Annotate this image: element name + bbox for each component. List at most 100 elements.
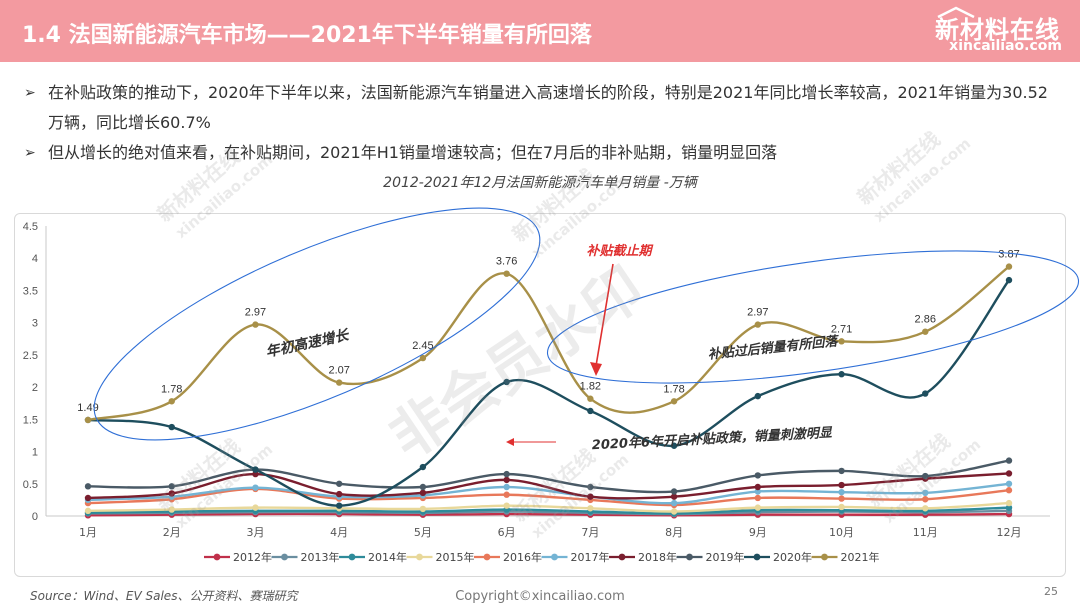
- data-label: 3.87: [998, 249, 1019, 261]
- y-tick-label: 2: [32, 382, 38, 394]
- x-tick-label: 8月: [665, 526, 683, 539]
- data-label: 2.86: [915, 314, 936, 326]
- legend-marker: [686, 553, 693, 561]
- series-point: [419, 354, 427, 362]
- legend-marker: [416, 553, 423, 561]
- legend-marker: [483, 553, 491, 561]
- legend-marker: [753, 553, 761, 561]
- series-point: [587, 483, 594, 491]
- slide-title: 1.4 法国新能源汽车市场——2021年下半年销量有所回落: [22, 23, 592, 48]
- data-label: 2.71: [831, 323, 852, 335]
- legend-label: 2018年: [638, 550, 677, 564]
- series-point: [503, 502, 510, 509]
- series-point: [922, 496, 929, 503]
- series-point: [1005, 487, 1013, 494]
- y-tick-label: 2.5: [23, 350, 38, 362]
- series-point: [587, 407, 594, 415]
- legend-label: 2020年: [773, 550, 812, 564]
- logo-cn-text: 新材料在线: [935, 16, 1060, 44]
- chart-title: 2012-2021年12月法国新能源汽车单月销量 -万辆: [383, 175, 697, 191]
- series-point: [838, 488, 845, 496]
- series-point: [670, 442, 678, 449]
- source-note: Source：Wind、EV Sales、公开资料、赛瑞研究: [30, 589, 298, 603]
- series-point: [838, 338, 845, 345]
- series-point: [168, 506, 175, 513]
- chart-frame: [14, 213, 1066, 577]
- x-tick-label: 7月: [581, 526, 599, 539]
- series-point: [587, 395, 594, 402]
- y-tick-label: 3.5: [23, 285, 38, 297]
- data-label: 2.97: [747, 307, 768, 319]
- brand-logo: 新材料在线 xincailiao.com: [918, 6, 1066, 58]
- y-tick-label: 4.5: [23, 221, 38, 233]
- series-point: [754, 392, 762, 400]
- x-tick-label: 9月: [749, 526, 767, 539]
- series-point: [84, 416, 92, 424]
- series-point: [587, 493, 594, 500]
- series-point: [922, 328, 929, 335]
- data-label: 1.82: [580, 381, 601, 393]
- bullet-item: ➢ 在补贴政策的推动下，2020年下半年以来，法国新能源汽车销量进入高速增长的阶…: [22, 78, 1062, 138]
- series-point: [1005, 457, 1013, 464]
- series-point: [670, 508, 678, 515]
- series-point: [252, 321, 259, 328]
- data-label: 3.76: [496, 256, 517, 268]
- series-point: [335, 379, 343, 386]
- x-tick-label: 3月: [246, 526, 264, 539]
- data-label: 2.07: [328, 365, 349, 377]
- legend-marker: [348, 553, 356, 561]
- series-point: [419, 505, 427, 513]
- logo-en-text: xincailiao.com: [949, 38, 1062, 54]
- series-line-2015: [87, 501, 1010, 513]
- copyright-text: Copyright©xincailiao.com: [455, 589, 625, 604]
- legend-marker: [281, 553, 288, 561]
- series-point: [670, 499, 678, 507]
- series-point: [838, 481, 845, 489]
- arrow-head-icon: [506, 438, 514, 446]
- series-point: [922, 472, 929, 480]
- bullet-text: 但从增长的绝对值来看，在补贴期间，2021年H1销量增速较高；但在7月后的非补贴…: [48, 143, 778, 162]
- series-point: [335, 480, 343, 487]
- series-point: [1005, 499, 1013, 507]
- bullet-list: ➢ 在补贴政策的推动下，2020年下半年以来，法国新能源汽车销量进入高速增长的阶…: [22, 78, 1062, 168]
- y-tick-label: 0: [32, 511, 38, 523]
- series-point: [670, 488, 678, 495]
- legend-label: 2019年: [706, 550, 745, 564]
- series-point: [168, 490, 175, 497]
- y-tick-label: 4: [32, 253, 38, 265]
- series-point: [252, 466, 259, 473]
- data-label: 1.78: [663, 383, 684, 395]
- series-point: [1005, 504, 1013, 511]
- cutoff-arrow: [595, 263, 614, 367]
- legend-marker: [618, 553, 626, 561]
- legend-marker: [821, 553, 828, 561]
- annotation-cutoff: 补贴截止期: [586, 243, 653, 259]
- series-point: [838, 503, 845, 511]
- y-tick-label: 3: [32, 318, 38, 330]
- bullet-item: ➢ 但从增长的绝对值来看，在补贴期间，2021年H1销量增速较高；但在7月后的非…: [22, 138, 1062, 168]
- series-point: [754, 494, 762, 502]
- series-point: [754, 488, 762, 495]
- legend-label: 2012年: [233, 550, 272, 564]
- growth-ellipse: [93, 207, 541, 441]
- annotation-after: 补贴过后销量有所回落: [707, 333, 841, 363]
- series-line-2021: [87, 265, 1010, 422]
- data-label: 1.49: [77, 402, 98, 414]
- arrow-head-icon: [590, 362, 602, 376]
- series-point: [754, 504, 762, 511]
- series-line-2014: [87, 506, 1010, 515]
- data-label: 1.78: [161, 383, 182, 395]
- after-ellipse: [546, 250, 1080, 384]
- legend-label: 2016年: [503, 550, 542, 564]
- series-point: [922, 505, 929, 512]
- data-label: 2.97: [245, 307, 266, 319]
- series-line-2017: [87, 482, 1010, 505]
- series-point: [1005, 480, 1013, 487]
- series-point: [252, 484, 259, 491]
- series-point: [838, 467, 845, 475]
- legend-label: 2015年: [436, 550, 475, 564]
- series-point: [838, 371, 845, 378]
- series-point: [587, 505, 594, 512]
- series-point: [754, 483, 762, 491]
- series-point: [1005, 263, 1013, 270]
